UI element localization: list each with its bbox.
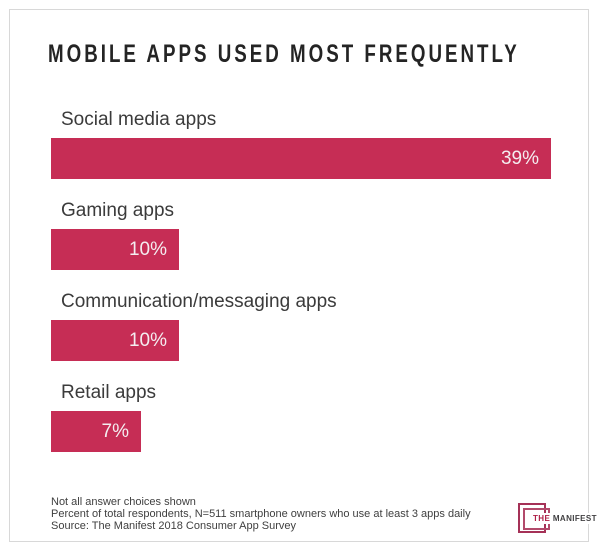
- bar-row: Gaming apps 10%: [51, 199, 561, 270]
- bar: 7%: [51, 411, 141, 452]
- logo-text-manifest: MANIFEST: [552, 514, 597, 523]
- bar-chart: Social media apps 39% Gaming apps 10% Commun…: [51, 108, 561, 472]
- logo-wordmark: THE MANIFEST: [531, 513, 599, 524]
- bar-row: Retail apps 7%: [51, 381, 561, 452]
- bar-value-label: 39%: [500, 147, 539, 169]
- manifest-logo: THE MANIFEST: [518, 502, 599, 536]
- bar-value-label: 7%: [101, 420, 129, 442]
- bar: 39%: [51, 138, 551, 179]
- chart-footnotes: Not all answer choices shown Percent of …: [51, 496, 471, 532]
- bar-row: Social media apps 39%: [51, 108, 561, 179]
- chart-title: MOBILE APPS USED MOST FREQUENTLY: [48, 40, 520, 68]
- bar: 10%: [51, 320, 179, 361]
- bar-category-label: Gaming apps: [61, 200, 175, 221]
- bar-value-label: 10%: [128, 238, 167, 260]
- bar: 10%: [51, 229, 179, 270]
- footnote-line-1: Not all answer choices shown: [51, 496, 196, 508]
- bar-category-label: Communication/messaging apps: [61, 291, 337, 312]
- bar-category-label: Retail apps: [61, 382, 157, 403]
- bar-category-label: Social media apps: [61, 109, 217, 130]
- bar-row: Communication/messaging apps 10%: [51, 290, 561, 361]
- logo-text-the: THE: [533, 514, 551, 523]
- bar-value-label: 10%: [128, 329, 167, 351]
- chart-card: MOBILE APPS USED MOST FREQUENTLY Social …: [9, 9, 599, 542]
- footnote-line-2: Percent of total respondents, N=511 smar…: [51, 508, 471, 520]
- footnote-line-3: Source: The Manifest 2018 Consumer App S…: [51, 520, 296, 532]
